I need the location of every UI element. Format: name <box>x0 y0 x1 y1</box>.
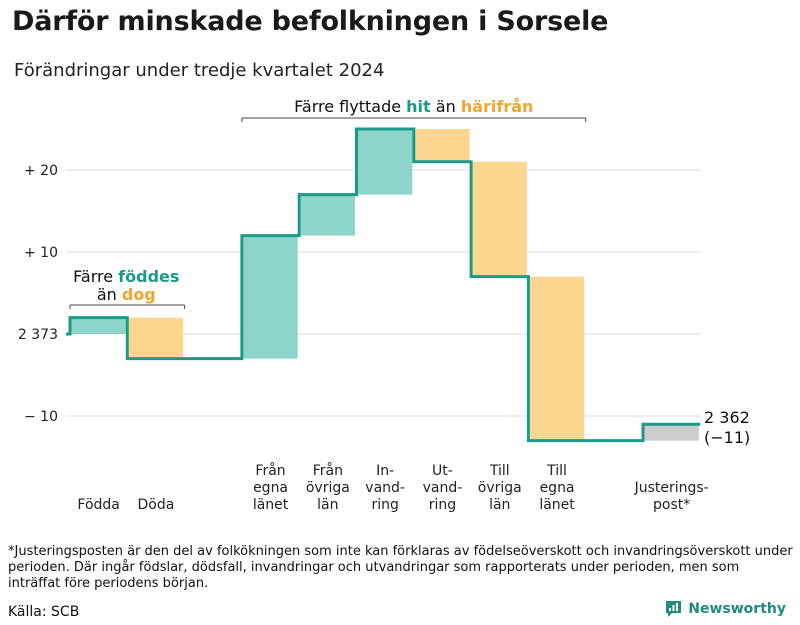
end-change-label: (−11) <box>704 428 750 447</box>
waterfall-bar <box>472 161 527 277</box>
cumulative-step-line <box>66 127 701 443</box>
waterfall-bar <box>644 424 699 441</box>
category-label: Till övriga län <box>478 463 522 513</box>
category-label: Döda <box>138 497 175 513</box>
category-label: Födda <box>77 497 119 513</box>
chart-title: Därför minskade befolkningen i Sorsele <box>12 6 609 37</box>
end-value-label: 2 362 <box>704 408 750 427</box>
chart-subtitle: Förändringar under tredje kvartalet 2024 <box>14 60 385 81</box>
migration-note: Färre flyttade hit än härifrån <box>294 97 533 116</box>
waterfall-bar <box>529 276 585 441</box>
category-label: Ut-vand-ring <box>423 463 463 513</box>
waterfall-bar <box>358 129 413 195</box>
category-label: Från egna länet <box>253 462 289 513</box>
waterfall-chart: + 20 + 10 2 373 − 10 Födda Döda Från egna länet F… <box>18 97 750 513</box>
category-label: Justerings-post* <box>634 480 709 513</box>
category-label: Till egna länet <box>539 463 575 513</box>
y-tick-label: + 10 <box>24 245 58 261</box>
brand-logo: Newsworthy <box>665 600 786 618</box>
waterfall-bar <box>243 235 298 359</box>
waterfall-bar <box>71 317 126 334</box>
y-tick-label: 2 373 <box>18 327 58 343</box>
category-label: In-vand-ring <box>365 463 405 513</box>
waterfall-bar <box>300 194 355 236</box>
y-tick-label: + 20 <box>24 163 58 179</box>
waterfall-bar <box>415 129 470 162</box>
category-label: Från övriga län <box>306 462 350 513</box>
footnote: *Justeringsposten är den del av folkökni… <box>8 544 793 591</box>
waterfall-bar <box>128 317 184 359</box>
source-label: Källa: SCB <box>8 604 80 620</box>
births-deaths-note-line1: Färre föddes <box>73 267 179 286</box>
bar-chart-icon <box>666 601 682 617</box>
births-deaths-note-line2: än dog <box>97 285 156 304</box>
y-tick-label: − 10 <box>24 409 58 425</box>
brand-name: Newsworthy <box>688 601 786 617</box>
